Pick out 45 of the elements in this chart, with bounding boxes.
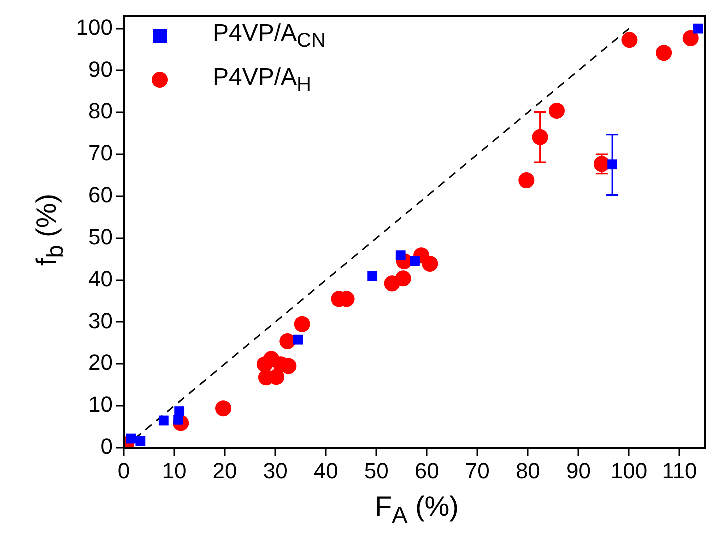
x-tick-label: 90 — [566, 458, 591, 484]
point — [396, 250, 406, 261]
x-tick-label: 30 — [263, 458, 288, 484]
legend-label: P4VP/A$_{CN}$ — [213, 20, 326, 52]
x-tick-label: 70 — [465, 458, 490, 484]
x-axis-title: F$_{A}$ (%) — [375, 491, 459, 529]
point — [422, 256, 438, 272]
y-tick-label: 0 — [100, 434, 113, 460]
y-tick-label: 50 — [88, 224, 113, 250]
y-tick-label: 10 — [88, 392, 113, 418]
x-tick-label: 20 — [212, 458, 238, 484]
x-tick-label: 0 — [118, 458, 130, 484]
point — [656, 45, 672, 62]
point — [136, 436, 146, 446]
point — [682, 30, 699, 46]
point — [294, 316, 310, 332]
point — [280, 334, 296, 350]
point — [158, 416, 169, 426]
y-tick-label: 60 — [88, 182, 113, 208]
x-tick-label: 50 — [364, 458, 389, 484]
point — [548, 102, 565, 119]
x-tick-label: 100 — [610, 458, 648, 484]
point — [293, 334, 304, 345]
x-tick-label: 80 — [516, 458, 540, 484]
y-tick-label: 80 — [88, 98, 113, 124]
y-tick-label: 20 — [88, 350, 113, 376]
point — [368, 271, 378, 282]
x-tick-label: 110 — [662, 458, 698, 484]
point — [216, 400, 232, 417]
x-tick-label: 10 — [162, 458, 187, 484]
y-tick-label: 90 — [88, 56, 113, 82]
point — [174, 406, 185, 416]
x-tick-label: 60 — [414, 458, 440, 484]
y-tick-label: 70 — [88, 140, 113, 166]
y-tick-label: 100 — [76, 14, 113, 40]
point — [395, 270, 412, 287]
y-tick-label: 30 — [88, 308, 113, 334]
point — [410, 256, 420, 266]
y-tick-label: 40 — [88, 266, 113, 292]
x-tick-label: 40 — [314, 458, 338, 484]
point — [518, 172, 535, 189]
point — [126, 434, 136, 444]
legend-label: P4VP/A$_{H}$ — [213, 64, 312, 96]
point — [693, 24, 704, 34]
point — [622, 32, 638, 48]
